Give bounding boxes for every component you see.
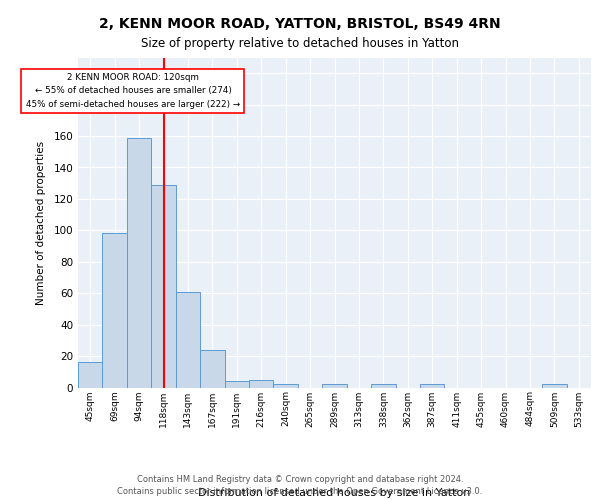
Text: 2 KENN MOOR ROAD: 120sqm
← 55% of detached houses are smaller (274)
45% of semi-: 2 KENN MOOR ROAD: 120sqm ← 55% of detach…	[26, 73, 240, 108]
Bar	[176, 292, 200, 388]
Bar	[103, 234, 127, 388]
Bar	[274, 384, 298, 388]
Bar	[322, 384, 347, 388]
Text: Contains HM Land Registry data © Crown copyright and database right 2024.: Contains HM Land Registry data © Crown c…	[137, 474, 463, 484]
Bar	[371, 384, 395, 388]
X-axis label: Distribution of detached houses by size in Yatton: Distribution of detached houses by size …	[199, 488, 470, 498]
Bar	[200, 350, 224, 388]
Text: 2, KENN MOOR ROAD, YATTON, BRISTOL, BS49 4RN: 2, KENN MOOR ROAD, YATTON, BRISTOL, BS49…	[99, 18, 501, 32]
Bar	[420, 384, 445, 388]
Bar	[249, 380, 274, 388]
Bar	[542, 384, 566, 388]
Bar	[127, 138, 151, 388]
Text: Size of property relative to detached houses in Yatton: Size of property relative to detached ho…	[141, 38, 459, 51]
Bar	[151, 185, 176, 388]
Bar	[224, 381, 249, 388]
Bar	[78, 362, 103, 388]
Y-axis label: Number of detached properties: Number of detached properties	[37, 140, 46, 304]
Text: Contains public sector information licensed under the Open Government Licence v3: Contains public sector information licen…	[118, 488, 482, 496]
